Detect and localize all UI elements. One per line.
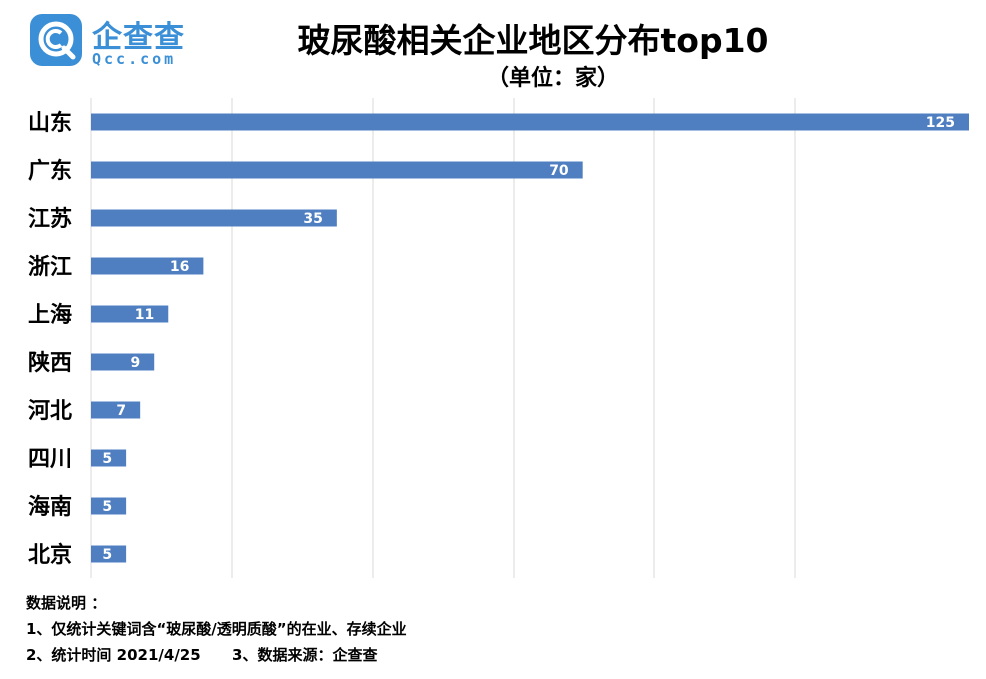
logo-name: 企查查 <box>92 20 185 55</box>
logo-domain: Qcc.com <box>92 50 177 68</box>
qcc-logo: 企查查 Qcc.com <box>28 10 208 70</box>
bar <box>91 257 204 275</box>
qcc-logo-icon <box>30 14 82 66</box>
data-label: 5 <box>102 547 112 563</box>
bar <box>91 449 127 467</box>
notes-line-1: 1、仅统计关键词含“玻尿酸/透明质酸”的在业、存续企业 <box>26 620 407 638</box>
category-label: 江苏 <box>28 206 72 232</box>
data-label: 125 <box>926 115 955 131</box>
bar <box>91 161 583 179</box>
data-label: 9 <box>130 355 140 371</box>
data-label: 7 <box>116 403 126 419</box>
data-label: 16 <box>170 259 189 275</box>
category-label: 陕西 <box>28 351 72 376</box>
data-label: 35 <box>303 211 322 227</box>
category-label: 河北 <box>28 399 72 424</box>
category-label: 北京 <box>28 542 72 568</box>
data-label: 5 <box>102 499 112 515</box>
category-label: 山东 <box>28 110 72 136</box>
bar <box>91 209 337 227</box>
bar <box>91 497 127 515</box>
notes-heading: 数据说明 ： <box>26 594 107 612</box>
category-label: 四川 <box>28 447 72 472</box>
chart-subtitle: （单位：家） <box>486 66 619 91</box>
bar <box>91 113 969 131</box>
chart-title: 玻尿酸相关企业地区分布top10 <box>297 21 769 60</box>
category-label: 上海 <box>28 302 72 328</box>
data-label: 70 <box>549 163 569 179</box>
bar <box>91 401 141 419</box>
category-label: 广东 <box>28 158 72 184</box>
data-label: 5 <box>102 451 112 467</box>
notes-line-2: 2、统计时间 2021/4/25 3、数据来源：企查查 <box>26 646 378 664</box>
data-label: 11 <box>135 307 154 323</box>
category-label: 浙江 <box>28 255 72 280</box>
bar <box>91 545 127 563</box>
data-notes: 数据说明 ： 1、仅统计关键词含“玻尿酸/透明质酸”的在业、存续企业 2、统计时… <box>26 590 407 668</box>
bar <box>91 305 169 323</box>
category-label: 海南 <box>28 494 72 520</box>
bar <box>91 353 155 371</box>
